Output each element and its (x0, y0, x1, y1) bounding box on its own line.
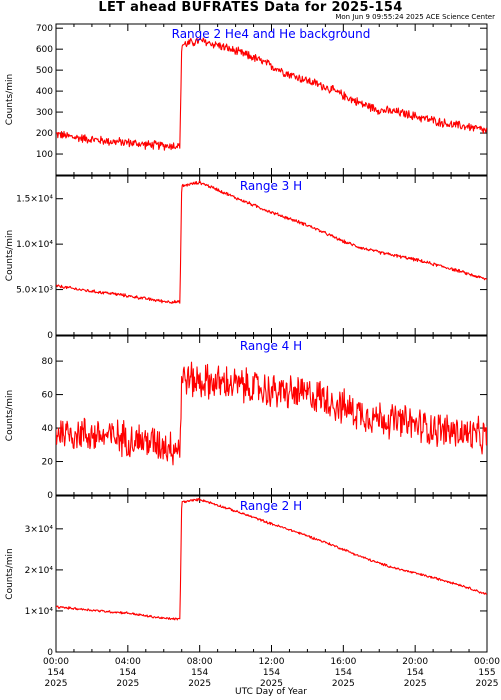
y-axis-label: Counts/min (5, 74, 15, 125)
chart-panel-3 (55, 335, 488, 496)
plot-frame (55, 175, 488, 336)
y-tick-label: 100 (36, 150, 53, 160)
series-line (56, 37, 487, 151)
x-tick-label: 154 (191, 668, 208, 678)
x-tick-label: 04:00 (115, 657, 141, 667)
x-tick-label: 20:00 (402, 657, 428, 667)
y-tick-label: 700 (36, 24, 53, 34)
x-tick-label: 2025 (404, 679, 427, 689)
y-axis-label: Counts/min (5, 390, 15, 441)
y-tick-label: 5.0×10³ (16, 286, 53, 296)
plot-frame (55, 495, 488, 653)
y-tick-label: 200 (36, 129, 53, 139)
y-axis-label: Counts/min (5, 230, 15, 281)
y-axis-label: Counts/min (5, 548, 15, 599)
page-title: LET ahead BUFRATES Data for 2025-154 (98, 0, 403, 15)
chart-panel-1 (55, 23, 488, 176)
x-tick-label: 155 (478, 668, 495, 678)
y-tick-label: 0 (47, 648, 53, 658)
y-tick-label: 0 (47, 491, 53, 501)
series-line (56, 180, 487, 304)
chart-panel-4 (55, 495, 488, 653)
y-tick-label: 80 (42, 357, 54, 367)
x-tick-label: 08:00 (187, 657, 213, 667)
plot-frame (55, 23, 488, 176)
series-line (56, 497, 487, 621)
y-tick-label: 400 (36, 87, 53, 97)
y-tick-label: 1.5×10⁴ (16, 195, 53, 205)
timestamp: Mon Jun 9 09:55:24 2025 ACE Science Cent… (335, 13, 495, 21)
chart-panel-2 (55, 175, 488, 336)
x-tick-label: 2025 (260, 679, 283, 689)
y-tick-label: 500 (36, 66, 53, 76)
x-tick-label: 154 (407, 668, 424, 678)
panel-title: Range 3 H (240, 179, 302, 193)
x-tick-label: 154 (263, 668, 280, 678)
y-tick-label: 600 (36, 45, 53, 55)
y-tick-label: 3×10⁴ (25, 525, 54, 535)
x-tick-label: 2025 (45, 679, 68, 689)
x-tick-label: 2025 (188, 679, 211, 689)
panel-title: Range 4 H (240, 339, 302, 353)
series-line (56, 361, 487, 466)
y-tick-label: 0 (47, 331, 53, 341)
y-tick-label: 2×10⁴ (25, 566, 54, 576)
x-tick-label: 2025 (332, 679, 355, 689)
x-tick-label: 00:00 (474, 657, 500, 667)
x-tick-label: 154 (119, 668, 136, 678)
y-tick-label: 20 (42, 458, 54, 468)
plot-frame (55, 335, 488, 496)
y-tick-label: 1.0×10⁴ (16, 240, 53, 250)
panel-title: Range 2 H (240, 499, 302, 513)
x-tick-label: 00:00 (43, 657, 69, 667)
y-tick-label: 300 (36, 108, 53, 118)
y-tick-label: 40 (42, 424, 54, 434)
y-tick-label: 1×10⁴ (25, 607, 54, 617)
x-axis-label: UTC Day of Year (235, 687, 307, 697)
x-tick-label: 16:00 (330, 657, 356, 667)
x-tick-label: 154 (47, 668, 64, 678)
panel-title: Range 2 He4 and He background (172, 27, 371, 41)
x-tick-label: 2025 (476, 679, 499, 689)
y-tick-label: 60 (42, 391, 54, 401)
x-tick-label: 2025 (116, 679, 139, 689)
x-tick-label: 154 (335, 668, 352, 678)
x-tick-label: 12:00 (259, 657, 285, 667)
